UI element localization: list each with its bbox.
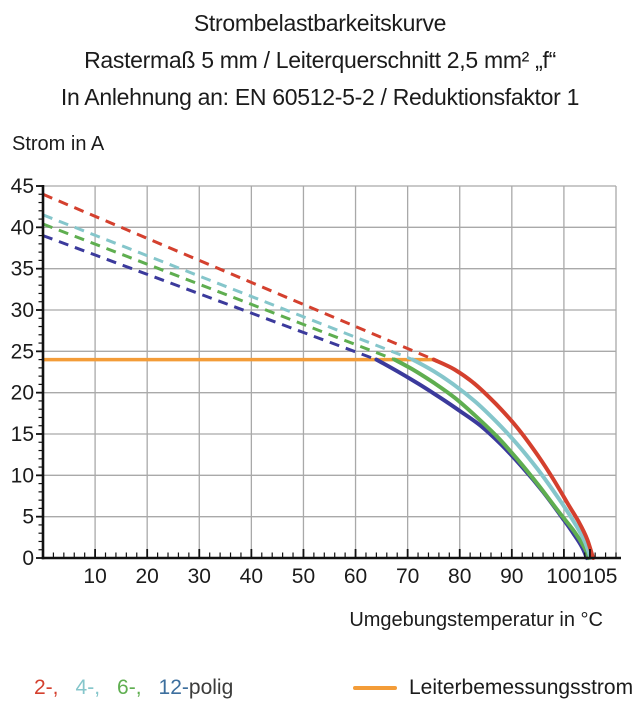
x-tick-label: 70 [396, 565, 419, 588]
chart-svg: 10 20 30 40 50 60 70 80 90 100 105 0 5 10 15 20 25 30 35 40… [11, 175, 621, 588]
legend-item-polig-suffix: polig [188, 676, 234, 699]
legend-rated-current: Leiterbemessungsstrom [353, 676, 633, 700]
x-tick-label: 30 [188, 565, 211, 588]
x-tick-label: 80 [448, 565, 471, 588]
curve-2-polig [431, 357, 596, 560]
x-tick-label: 40 [240, 565, 263, 588]
x-axis-title: Umgebungstemperatur in °C [349, 609, 603, 631]
legend-item-4polig: 4-, [75, 676, 101, 699]
y-tick-label: 30 [11, 299, 34, 322]
title-line-3: In Anlehnung an: EN 60512-5-2 / Reduktio… [60, 84, 580, 110]
curve-12-polig-dashed [42, 234, 377, 362]
x-tick-label: 90 [500, 565, 523, 588]
y-tick-label: 20 [11, 382, 34, 405]
curve-2-polig-dashed [42, 192, 435, 361]
curve-4-polig [410, 357, 593, 560]
title-line-2: Rastermaß 5 mm / Leiterquerschnitt 2,5 m… [84, 47, 556, 73]
rated-current-line-swatch [353, 686, 397, 690]
rated-current-label: Leiterbemessungsstrom [409, 676, 634, 699]
legend-item-6polig: 6-, [117, 676, 142, 699]
y-tick-label: 35 [11, 258, 34, 281]
y-tick-label: 10 [11, 464, 34, 487]
curve-4-polig-dashed [42, 213, 414, 361]
y-tick-label: 0 [22, 547, 34, 570]
y-axis-title: Strom in A [12, 133, 105, 155]
x-tick-label: 60 [344, 565, 367, 588]
curve-6-polig-dashed [42, 222, 396, 361]
legend-item-12polig: 12- [158, 676, 189, 699]
x-tick-label: 100 [546, 565, 581, 588]
legend-item-2polig: 2-, [34, 676, 59, 699]
x-tick-label: 105 [582, 565, 617, 588]
title-line-1: Strombelastbarkeitskurve [193, 10, 447, 36]
curve-6-polig [392, 357, 591, 560]
y-tick-label: 15 [11, 423, 34, 446]
x-tick-label: 50 [292, 565, 315, 588]
x-tick-label: 10 [83, 565, 106, 588]
x-tick-label: 20 [136, 565, 159, 588]
y-tick-label: 25 [11, 340, 34, 363]
y-tick-label: 5 [22, 506, 34, 529]
y-tick-label: 40 [11, 216, 34, 239]
legend-poles: 2-, 4-, 6-, 12- polig [34, 676, 233, 700]
chart-title: Strombelastbarkeitskurve Rastermaß 5 mm … [0, 5, 640, 116]
y-tick-label: 45 [11, 175, 34, 198]
